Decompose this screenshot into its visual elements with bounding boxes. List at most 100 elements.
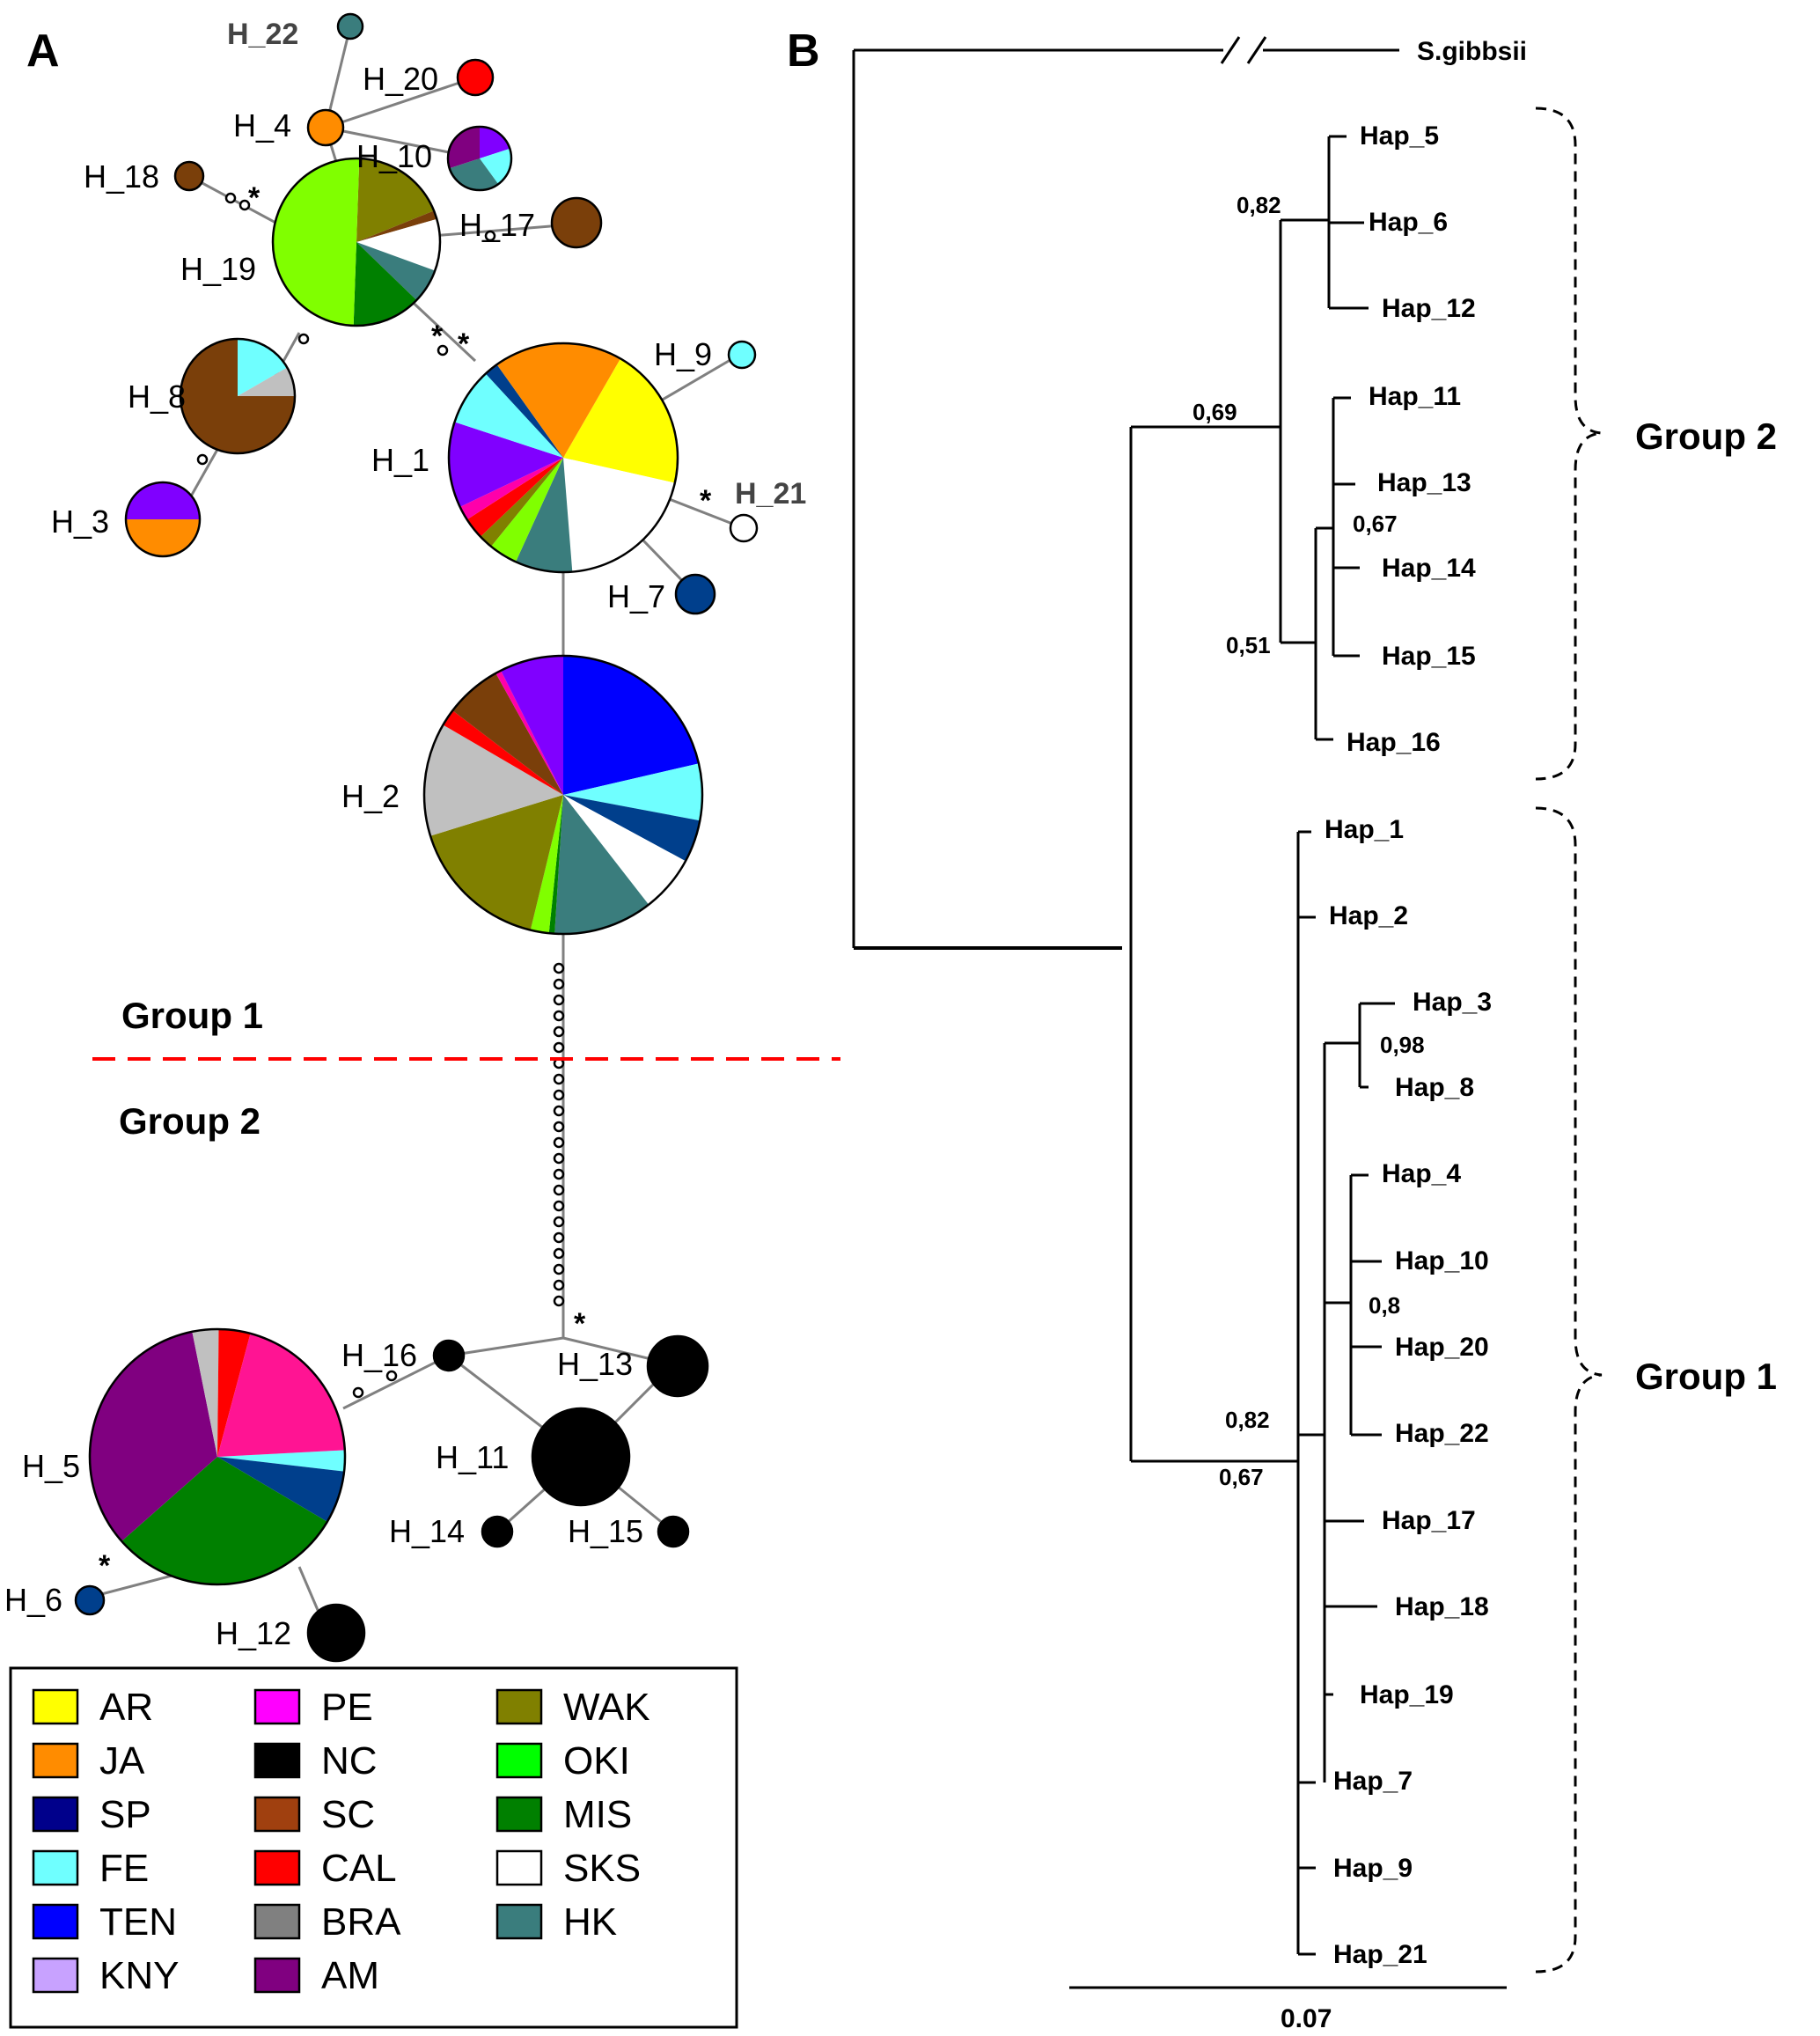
pie-slice	[480, 148, 511, 185]
tree-support: 0,82	[1237, 192, 1281, 218]
pie-slice	[173, 160, 205, 192]
pie-slice	[563, 795, 701, 862]
pie-slice	[74, 1584, 106, 1616]
pie-outline	[179, 337, 297, 455]
haplotype-label: H_19	[180, 251, 256, 287]
legend: AR JA SP FE TEN KNY PE NC SC CAL BRA AM WAK OKI MIS SKS…	[32, 1686, 650, 1997]
tree-support: 0,51	[1226, 632, 1271, 658]
legend-swatch	[32, 1849, 79, 1886]
mutation-asterisk: *	[248, 181, 261, 215]
legend-swatch	[253, 1688, 301, 1725]
tree-tip: Hap_21	[1333, 1940, 1427, 1969]
pie-slice	[466, 458, 563, 537]
haplotype-node	[727, 340, 757, 370]
pie-slice	[481, 1515, 514, 1548]
haplotype-label: H_15	[568, 1513, 643, 1549]
pie-slice	[454, 373, 563, 458]
pie-slice	[353, 242, 417, 327]
haplotype-label: H_2	[341, 778, 400, 814]
legend-label: AR	[99, 1686, 153, 1729]
pie-slice	[217, 1450, 345, 1472]
legend-label: BRA	[321, 1900, 401, 1944]
mutation-steps	[196, 192, 565, 1399]
pie-slice	[452, 673, 563, 795]
haplotype-node	[446, 125, 513, 192]
haplotype-label: H_21	[735, 477, 806, 511]
pie-slice	[90, 1331, 217, 1541]
legend-swatch	[495, 1796, 543, 1833]
legend-label: FE	[99, 1847, 149, 1890]
tree-support: 0,82	[1225, 1407, 1270, 1433]
tree-tip: Hap_19	[1360, 1680, 1454, 1709]
tree-branches	[852, 36, 1507, 1989]
legend-label: AM	[321, 1954, 379, 1997]
pie-slice	[496, 342, 620, 458]
haplotype-node	[88, 1327, 347, 1586]
pie-slice	[424, 724, 563, 836]
pie-slice	[126, 482, 200, 519]
pie-slice	[501, 656, 563, 795]
pie-slice	[480, 458, 563, 547]
haplotype-node	[271, 157, 442, 327]
legend-label: WAK	[563, 1686, 650, 1729]
pie-slice	[554, 795, 649, 934]
pie-slice	[563, 656, 699, 795]
haplotype-node	[674, 573, 716, 615]
group1-label-tree: Group 1	[1635, 1356, 1777, 1397]
pie-slice	[430, 795, 563, 930]
pie-outline	[88, 1327, 347, 1586]
clade-braces	[1535, 107, 1603, 1974]
haplotype-node	[124, 481, 202, 558]
haplotype-node	[432, 1339, 466, 1372]
tree-support: 0,67	[1353, 511, 1398, 537]
pie-slice	[491, 458, 563, 562]
legend-box	[9, 1666, 738, 2029]
haplotype-node	[481, 1515, 514, 1548]
haplotype-label: H_5	[22, 1448, 80, 1484]
haplotype-node	[306, 1603, 366, 1663]
legend-label: SP	[99, 1793, 151, 1836]
legend-swatch	[253, 1796, 301, 1833]
legend-label: PE	[321, 1686, 373, 1729]
legend-label: OKI	[563, 1739, 630, 1782]
haplotype-node	[173, 160, 205, 192]
pie-slice	[727, 340, 757, 370]
mutation-asterisk: *	[700, 484, 712, 518]
legend-label: TEN	[99, 1900, 177, 1944]
legend-swatch	[495, 1903, 543, 1940]
tree-support: 0,69	[1193, 399, 1237, 425]
panel-label-b: B	[787, 26, 820, 77]
haplotype-node	[657, 1515, 690, 1548]
pie-slice	[356, 210, 437, 242]
legend-label: SKS	[563, 1847, 641, 1890]
pie-slice	[336, 12, 364, 40]
tree-tip: Hap_17	[1382, 1506, 1476, 1535]
tree-support: 0,67	[1219, 1464, 1264, 1490]
tree-tip: Hap_3	[1413, 988, 1492, 1017]
tree-tip: Hap_5	[1360, 121, 1439, 151]
group2-label-tree: Group 2	[1635, 415, 1777, 457]
group1-label-network: Group 1	[121, 995, 263, 1036]
tree-outgroup: S.gibbsii	[1417, 37, 1527, 66]
tree-tip: Hap_7	[1333, 1767, 1413, 1796]
pie-slice	[449, 422, 563, 507]
legend-swatch	[253, 1849, 301, 1886]
haplotype-node	[531, 1407, 631, 1507]
mutation-asterisk: *	[574, 1307, 586, 1341]
haplotype-label: H_6	[4, 1582, 62, 1618]
legend-swatch	[253, 1742, 301, 1779]
tree-tip: Hap_6	[1369, 208, 1448, 237]
haplotype-node	[422, 654, 704, 936]
haplotype-label: H_12	[216, 1615, 291, 1651]
pie-outline	[124, 481, 202, 558]
haplotype-label: H_22	[227, 18, 298, 51]
legend-swatch	[253, 1903, 301, 1940]
mutation-asterisk: *	[99, 1549, 111, 1583]
haplotype-label: H_10	[356, 138, 432, 174]
pie-slice	[456, 58, 495, 97]
pie-slice	[273, 158, 360, 326]
haplotype-label: H_13	[557, 1346, 633, 1382]
pie-slice	[480, 127, 510, 158]
haplotype-label: H_7	[607, 578, 665, 614]
haplotype-label: H_17	[459, 207, 535, 243]
